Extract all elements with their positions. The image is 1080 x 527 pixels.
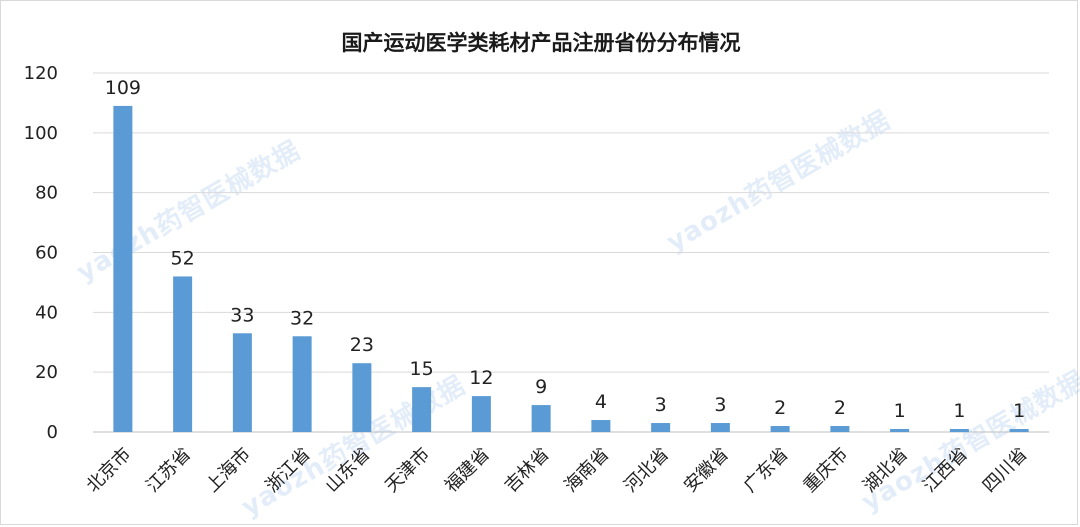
x-axis-categories: 北京市 江苏省 上海市 浙江省 山东省 天津市 福建省 吉林省 海南省 河北省 安徽省 广东省 重庆市湖…: [82, 444, 1031, 497]
bar: [232, 333, 252, 432]
bar: [710, 423, 730, 432]
bar: [113, 105, 133, 433]
data-label: 2: [774, 397, 786, 419]
bar: [352, 363, 372, 432]
data-label: 1: [894, 400, 906, 422]
y-tick-label: 100: [24, 123, 58, 144]
bar: [591, 420, 611, 432]
category-label: 湖北省: [859, 444, 912, 497]
category-label: 山东省: [321, 444, 374, 497]
data-label: 2: [834, 397, 846, 419]
data-label: 23: [350, 334, 374, 356]
bar: [292, 336, 312, 432]
data-label: 4: [595, 391, 607, 413]
y-tick-label: 60: [35, 243, 58, 264]
category-label: 四川省: [979, 444, 1032, 497]
category-label: 江苏省: [142, 444, 195, 497]
data-label: 1: [1013, 400, 1025, 422]
bars: [113, 105, 1029, 433]
category-label: 天津市: [381, 444, 434, 497]
y-axis-ticks: 0 20 40 60 80 100 120: [24, 63, 58, 443]
bar: [531, 405, 551, 432]
category-label: 重庆市: [799, 444, 852, 497]
bar: [890, 429, 910, 432]
data-label: 33: [230, 304, 254, 326]
category-label: 安徽省: [680, 444, 733, 497]
category-label: 北京市: [82, 444, 135, 497]
data-label: 3: [714, 394, 726, 416]
data-label: 9: [535, 376, 547, 398]
category-label: 福建省: [441, 444, 494, 497]
y-tick-label: 20: [35, 362, 58, 383]
data-label: 15: [410, 358, 434, 380]
bar: [412, 387, 432, 432]
data-label: 32: [290, 307, 314, 329]
category-label: 海南省: [560, 444, 613, 497]
category-label: 吉林省: [501, 444, 554, 497]
y-tick-label: 40: [35, 302, 58, 323]
gridlines: [93, 72, 1049, 433]
category-label: 浙江省: [262, 444, 315, 497]
data-label: 109: [105, 77, 141, 99]
bar: [471, 396, 491, 432]
y-tick-label: 120: [24, 63, 58, 84]
y-tick-label: 0: [47, 422, 58, 443]
data-label: 12: [469, 367, 493, 389]
y-tick-label: 80: [35, 183, 58, 204]
bar: [949, 429, 969, 432]
data-label: 52: [171, 247, 195, 269]
data-label: 3: [655, 394, 667, 416]
category-label: 上海市: [202, 444, 255, 497]
category-label: 广东省: [740, 444, 793, 497]
category-label: 河北省: [620, 444, 673, 497]
chart-title: 国产运动医学类耗材产品注册省份分布情况: [341, 31, 741, 55]
bar: [770, 426, 790, 432]
bar: [1009, 429, 1029, 432]
bar: [173, 276, 193, 432]
bar: [651, 423, 671, 432]
data-label: 1: [953, 400, 965, 422]
bar: [830, 426, 850, 432]
category-label: 江西省: [919, 444, 972, 497]
